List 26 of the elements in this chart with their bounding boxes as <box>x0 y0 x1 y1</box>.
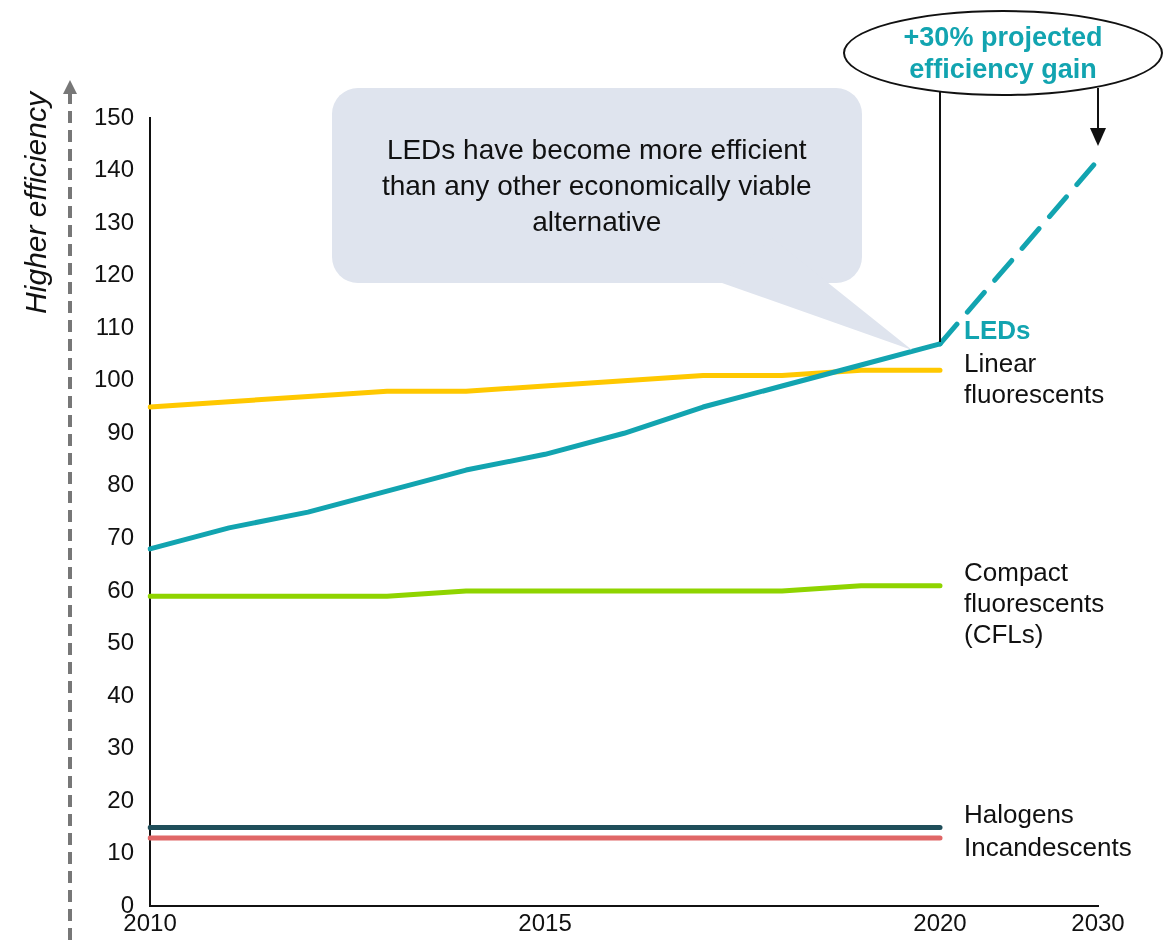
y-tick-label: 120 <box>94 260 135 288</box>
y-tick-label: 80 <box>107 470 135 498</box>
series-label: Halogens <box>964 798 1074 829</box>
y-axis-title: Higher efficiency <box>19 92 53 314</box>
y-tick-label: 140 <box>94 155 135 183</box>
y-tick-label: 130 <box>94 207 135 235</box>
y-tick-label: 40 <box>107 680 135 708</box>
annotation: LEDs have become more efficient than any other economically viable alternative <box>381 132 812 239</box>
series-label: Compact fluorescents (CFLs) <box>964 556 1105 649</box>
series-label: LEDs <box>964 315 1031 346</box>
series-label: Linear fluorescents <box>964 348 1105 410</box>
y-tick-label: 150 <box>94 102 135 130</box>
y-tick-label: 30 <box>107 733 135 761</box>
y-tick-label: 60 <box>107 575 135 603</box>
x-tick-label: 2030 <box>1071 909 1125 937</box>
y-tick-label: 50 <box>107 628 135 656</box>
y-tick-label: 20 <box>107 785 135 813</box>
series-label: Incandescents <box>964 831 1132 862</box>
y-tick-label: 70 <box>107 523 135 550</box>
y-tick-label: 110 <box>95 312 135 340</box>
y-tick-label: 10 <box>107 838 135 866</box>
x-tick-label: 2015 <box>518 909 572 937</box>
annotation: +30% projected efficiency gain <box>902 21 1104 86</box>
y-tick-label: 100 <box>94 365 135 393</box>
x-tick-label: 2020 <box>913 909 967 937</box>
y-tick-label: 90 <box>107 417 135 445</box>
